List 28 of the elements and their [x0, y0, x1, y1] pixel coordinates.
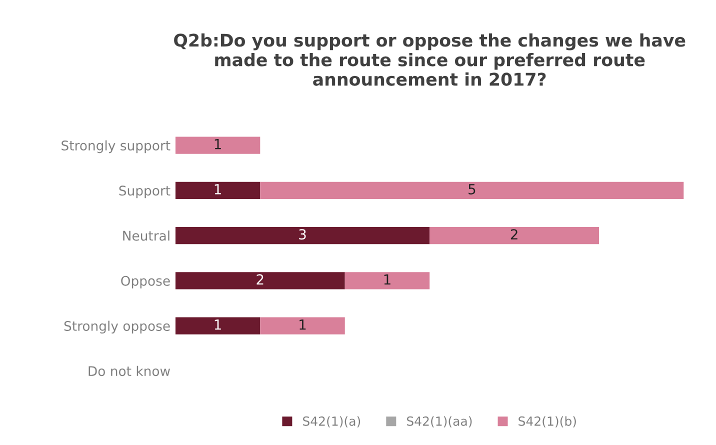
bar [175, 226, 430, 244]
data-label: 1 [300, 319, 306, 330]
data-label: 1 [384, 274, 390, 284]
data-label: 2 [256, 274, 264, 284]
data-label: 1 [214, 139, 221, 150]
bar [260, 317, 345, 334]
y-tick-label: Neutral [123, 230, 170, 241]
data-label: 5 [468, 184, 476, 194]
y-tick-label: Oppose [121, 276, 170, 288]
y-tick-label: Strongly support [62, 140, 170, 154]
y-tick-label: Strongly oppose [64, 320, 170, 334]
legend-label: S42(1)(b) [518, 416, 576, 428]
y-tick-label: Do not know [88, 366, 170, 376]
y-tick-label: Support [119, 186, 170, 198]
bar [260, 182, 684, 199]
data-label: 2 [510, 229, 518, 240]
legend-label: S42(1)(aa) [406, 416, 472, 428]
data-label: 1 [214, 184, 221, 194]
bar [175, 182, 260, 199]
data-label: 1 [214, 319, 221, 330]
bar [175, 136, 260, 154]
bar [175, 272, 345, 290]
chart-title: Q2b:Do you support or oppose the changes we have made to the route since our preferred route announcement in 2017? [174, 33, 686, 86]
bar [344, 272, 430, 290]
bar [430, 226, 600, 244]
data-label: 3 [299, 229, 306, 240]
legend-label: S42(1)(a) [303, 416, 360, 428]
bar [175, 317, 260, 334]
